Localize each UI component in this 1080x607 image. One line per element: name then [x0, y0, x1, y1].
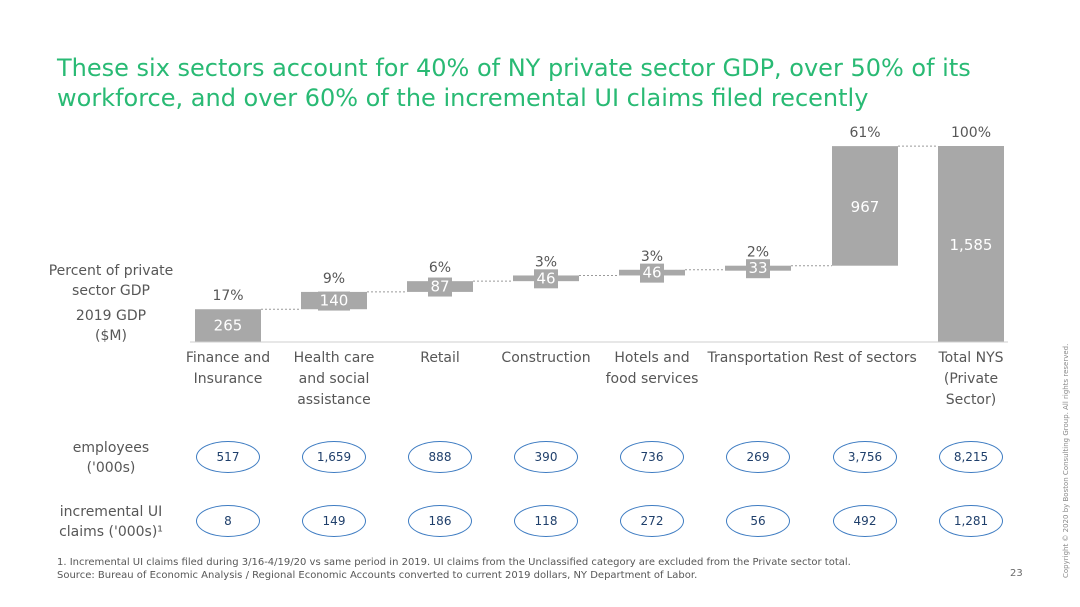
category-label-5-0: Transportation: [706, 350, 808, 366]
gdp-waterfall-chart: 265 17% Finance and Insurance 140 9% Health ca…: [186, 125, 1008, 408]
employees-oval-0: 517: [196, 441, 260, 473]
ui-claims-oval-7: 1,281: [939, 505, 1003, 537]
bar-value-label-6: 967: [851, 198, 880, 216]
bar-7: [938, 146, 1004, 342]
percent-gdp-label: Percent of private sector GDP: [40, 261, 182, 301]
ui-claims-oval-1: 149: [302, 505, 366, 537]
gdp-label: 2019 GDP ($M): [40, 306, 182, 346]
category-label-7-2: Sector): [946, 392, 996, 408]
percent-label-3: 3%: [535, 254, 557, 270]
bar-value-label-2: 87: [430, 278, 449, 296]
category-label-1-2: assistance: [297, 392, 371, 408]
bar-value-label-4: 46: [642, 264, 661, 282]
ui-claims-oval-3: 118: [514, 505, 578, 537]
bar-label-bg-3: [534, 269, 558, 289]
category-label-0-1: Insurance: [194, 371, 263, 387]
bar-6: [832, 146, 898, 266]
employees-oval-2: 888: [408, 441, 472, 473]
bar-label-bg-0: [212, 316, 244, 336]
ui-claims-oval-0: 8: [196, 505, 260, 537]
employees-oval-4: 736: [620, 441, 684, 473]
copyright-notice: Copyright © 2020 by Boston Consulting Gr…: [1062, 343, 1070, 578]
category-label-2-0: Retail: [420, 350, 460, 366]
percent-gdp-label-line-2: sector GDP: [72, 283, 150, 299]
percent-gdp-label-line-1: Percent of private: [48, 263, 174, 279]
percent-label-1: 9%: [323, 271, 345, 287]
employees-oval-3: 390: [514, 441, 578, 473]
ui-claims-label-line-1: incremental UI: [59, 504, 163, 520]
ui-claims-oval-4: 272: [620, 505, 684, 537]
employees-oval-6: 3,756: [833, 441, 897, 473]
bar-label-bg-4: [640, 263, 664, 283]
employees-label-line-2: ('000s): [86, 460, 136, 476]
footnote-1: 1. Incremental UI claims filed during 3/…: [57, 557, 851, 568]
footnotes: 1. Incremental UI claims filed during 3/…: [57, 556, 851, 582]
bar-label-bg-5: [746, 259, 770, 279]
category-label-7-1: (Private: [944, 371, 998, 387]
percent-label-6: 61%: [849, 125, 880, 141]
bar-value-label-3: 46: [536, 269, 555, 287]
percent-label-0: 17%: [212, 288, 243, 304]
employees-oval-1: 1,659: [302, 441, 366, 473]
category-label-4-1: food services: [606, 371, 699, 387]
percent-label-2: 6%: [429, 260, 451, 276]
bar-value-label-5: 33: [748, 259, 767, 277]
bar-value-label-1: 140: [320, 292, 349, 310]
employees-label: employees ('000s): [40, 438, 182, 478]
category-label-1-0: Health care: [294, 350, 375, 366]
bar-label-bg-1: [318, 291, 350, 311]
gdp-label-line-2: ($M): [95, 328, 127, 344]
employees-oval-7: 8,215: [939, 441, 1003, 473]
percent-label-4: 3%: [641, 249, 663, 265]
percent-label-7: 100%: [951, 125, 991, 141]
category-label-6-0: Rest of sectors: [813, 350, 917, 366]
bar-value-label-7: 1,585: [950, 236, 993, 254]
employees-row: 517 1,659 888 390 736 269 3,756 8,215: [0, 437, 1080, 477]
ui-claims-label: incremental UI claims ('000s)¹: [40, 502, 182, 542]
ui-claims-row: 8 149 186 118 272 56 492 1,281: [0, 501, 1080, 541]
footnote-source: Source: Bureau of Economic Analysis / Re…: [57, 570, 698, 581]
page-title-line-2: workforce, and over 60% of the increment…: [57, 84, 869, 112]
ui-claims-label-line-2: claims ('000s)¹: [59, 524, 163, 540]
percent-label-5: 2%: [747, 245, 769, 261]
ui-claims-oval-2: 186: [408, 505, 472, 537]
page-title: These six sectors account for 40% of NY …: [57, 53, 1017, 113]
category-label-0-0: Finance and: [186, 350, 270, 366]
employees-oval-5: 269: [726, 441, 790, 473]
page-title-line-1: These six sectors account for 40% of NY …: [57, 54, 971, 82]
category-label-3-0: Construction: [501, 350, 590, 366]
category-label-4-0: Hotels and: [614, 350, 689, 366]
bar-label-bg-2: [428, 277, 452, 297]
ui-claims-oval-6: 492: [833, 505, 897, 537]
category-label-7-0: Total NYS: [937, 350, 1003, 366]
category-label-1-1: and social: [299, 371, 370, 387]
bar-value-label-0: 265: [214, 317, 243, 335]
page-number: 23: [1010, 568, 1023, 579]
ui-claims-oval-5: 56: [726, 505, 790, 537]
gdp-label-line-1: 2019 GDP: [75, 308, 147, 324]
employees-label-line-1: employees: [72, 440, 150, 456]
